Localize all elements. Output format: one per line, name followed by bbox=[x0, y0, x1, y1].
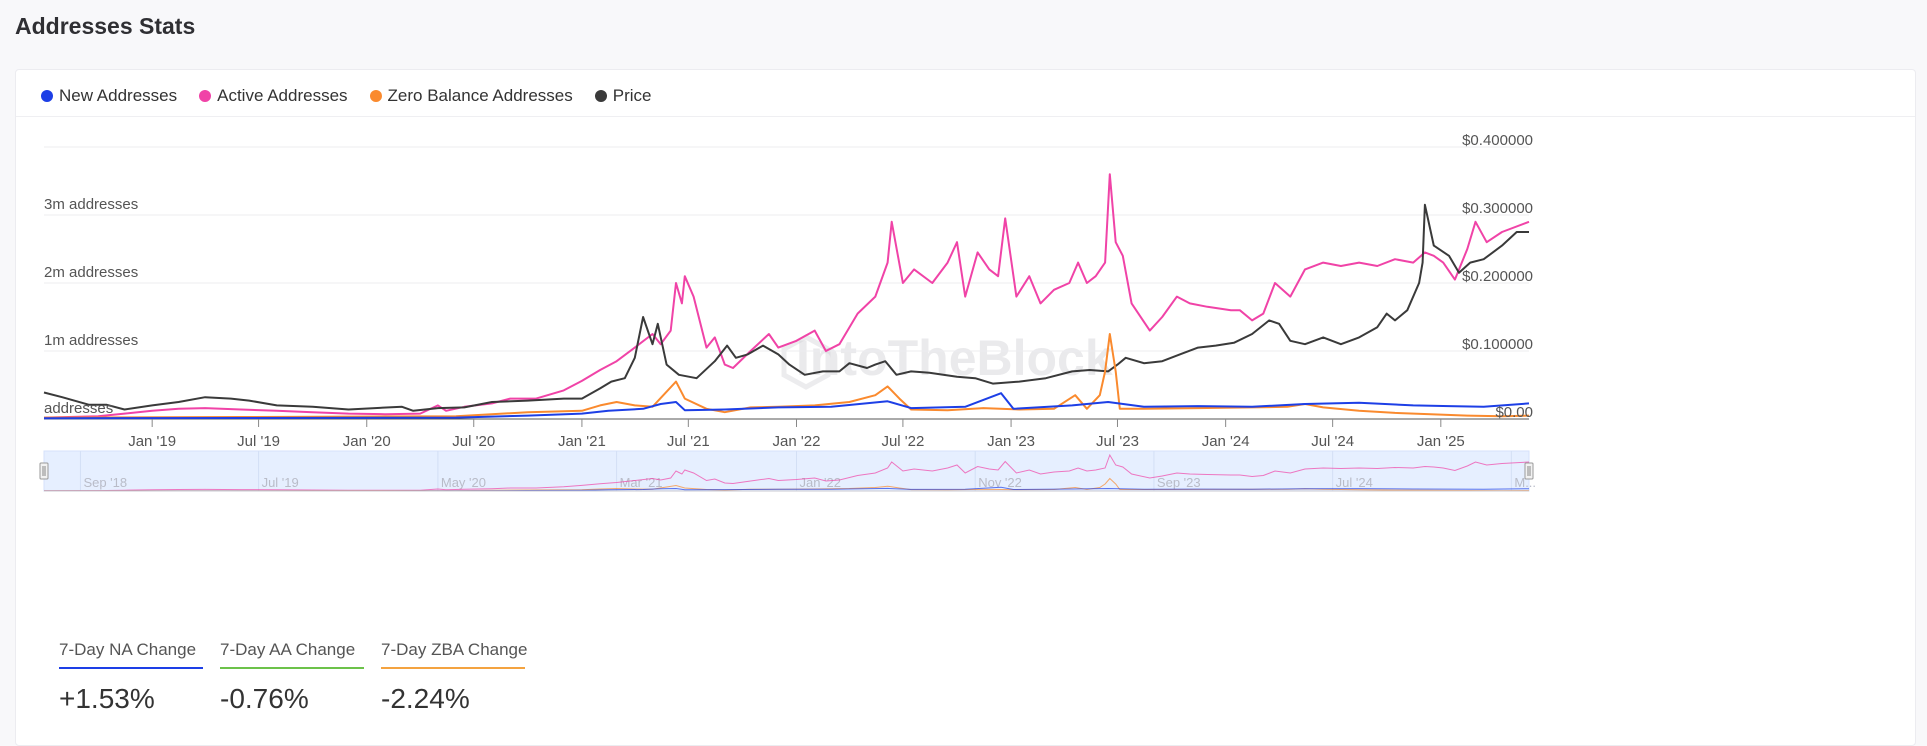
right-axis-tick-label: $0.300000 bbox=[1462, 200, 1533, 217]
chart-svg: IntoTheBlock $0.00$0.100000$0.200000$0.3… bbox=[39, 132, 1536, 492]
stat-value-aa-change: -0.76% bbox=[220, 683, 309, 714]
legend-item-price[interactable]: Price bbox=[594, 86, 652, 106]
stat-label-zba-change: 7-Day ZBA Change bbox=[381, 640, 528, 659]
right-axis-tick-label: $0.200000 bbox=[1462, 268, 1533, 285]
right-axis-tick-label: $0.100000 bbox=[1462, 336, 1533, 353]
stat-underline-na bbox=[59, 667, 203, 669]
left-axis-tick-label: 2m addresses bbox=[44, 264, 138, 281]
stat-label-aa-change: 7-Day AA Change bbox=[220, 640, 356, 659]
x-axis-tick-label: Jul '19 bbox=[237, 433, 280, 450]
navigator-right-handle[interactable] bbox=[1524, 462, 1534, 480]
legend-label-zero-balance-addresses: Zero Balance Addresses bbox=[387, 86, 573, 105]
legend-divider bbox=[16, 116, 1915, 117]
x-axis-tick-label: Jan '22 bbox=[773, 433, 821, 450]
stat-underline-aa bbox=[220, 667, 364, 669]
legend-dot-zero-balance-addresses bbox=[369, 90, 382, 102]
legend: New Addresses Active Addresses Zero Bala… bbox=[41, 86, 673, 106]
left-axis-tick-label: 1m addresses bbox=[44, 332, 138, 349]
right-axis-tick-label: $0.400000 bbox=[1462, 132, 1533, 149]
x-axis-tick-label: Jan '23 bbox=[987, 433, 1035, 450]
left-axis-tick-label: 3m addresses bbox=[44, 196, 138, 213]
navigator-line-active-addresses bbox=[43, 453, 1530, 492]
navigator-left-handle[interactable] bbox=[39, 462, 49, 480]
x-axis-tick-label: Jan '24 bbox=[1202, 433, 1250, 450]
series-line-new-addresses bbox=[43, 392, 1530, 420]
stats-row: 7-Day NA Change +1.53% 7-Day AA Change -… bbox=[59, 640, 542, 715]
navigator-tick-label: Nov '22 bbox=[978, 475, 1022, 490]
x-axis-tick-label: Jan '20 bbox=[343, 433, 391, 450]
stat-aa-change: 7-Day AA Change -0.76% bbox=[220, 640, 381, 715]
x-axis-tick-label: Jan '25 bbox=[1417, 433, 1465, 450]
x-axis-tick-label: Jan '19 bbox=[128, 433, 176, 450]
navigator-tick-label: Jan '22 bbox=[799, 475, 841, 490]
x-axis-tick-label: Jul '23 bbox=[1096, 433, 1139, 450]
x-axis-tick-label: Jul '20 bbox=[452, 433, 495, 450]
stat-value-zba-change: -2.24% bbox=[381, 683, 470, 714]
legend-item-new-addresses[interactable]: New Addresses bbox=[41, 86, 177, 106]
navigator-window bbox=[43, 450, 1530, 492]
legend-dot-price bbox=[594, 90, 607, 102]
navigator-tick-label: Sep '23 bbox=[1157, 475, 1201, 490]
navigator-tick-label: Sep '18 bbox=[83, 475, 127, 490]
legend-item-active-addresses[interactable]: Active Addresses bbox=[199, 86, 348, 106]
legend-dot-active-addresses bbox=[199, 90, 212, 102]
stat-label-na-change: 7-Day NA Change bbox=[59, 640, 197, 659]
navigator-tick-label: Mar '21 bbox=[620, 475, 663, 490]
stat-value-na-change: +1.53% bbox=[59, 683, 155, 714]
x-axis-tick-label: Jul '21 bbox=[667, 433, 710, 450]
right-axis-tick-label: $0.00 bbox=[1495, 404, 1533, 421]
x-axis-tick-label: Jan '21 bbox=[558, 433, 606, 450]
left-axis-tick-label: addresses bbox=[44, 400, 113, 417]
x-axis-tick-label: Jul '22 bbox=[881, 433, 924, 450]
stat-na-change: 7-Day NA Change +1.53% bbox=[59, 640, 220, 715]
stat-underline-zba bbox=[381, 667, 525, 669]
legend-label-price: Price bbox=[612, 86, 652, 105]
navigator-tick-label: Jul '24 bbox=[1336, 475, 1373, 490]
page-title: Addresses Stats bbox=[15, 13, 196, 39]
stat-zba-change: 7-Day ZBA Change -2.24% bbox=[381, 640, 542, 715]
navigator-tick-label: Jul '19 bbox=[262, 475, 299, 490]
legend-item-zero-balance-addresses[interactable]: Zero Balance Addresses bbox=[369, 86, 573, 106]
series-line-price bbox=[43, 203, 1529, 412]
legend-dot-new-addresses bbox=[41, 90, 53, 102]
chart-card: New Addresses Active Addresses Zero Bala… bbox=[15, 69, 1916, 746]
series-line-active-addresses bbox=[43, 173, 1530, 419]
navigator-line-new-addresses bbox=[44, 486, 1530, 492]
legend-label-new-addresses: New Addresses bbox=[59, 86, 178, 105]
navigator-tick-label: May '20 bbox=[441, 475, 486, 490]
x-axis-tick-label: Jul '24 bbox=[1311, 433, 1354, 450]
legend-label-active-addresses: Active Addresses bbox=[217, 86, 348, 105]
